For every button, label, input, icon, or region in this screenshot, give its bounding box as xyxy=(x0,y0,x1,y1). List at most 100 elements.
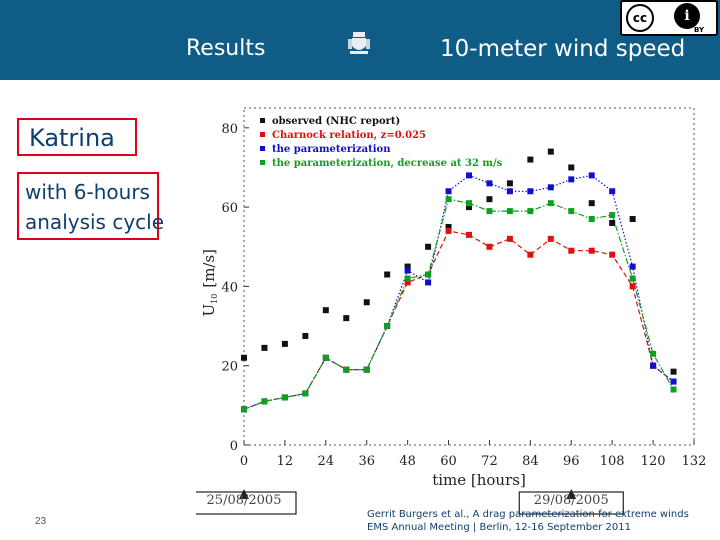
y-tick-label: 0 xyxy=(230,439,238,454)
series-3-point xyxy=(281,394,288,401)
series-3-point xyxy=(445,196,452,203)
x-tick-label: 108 xyxy=(600,454,625,469)
plot-frame xyxy=(243,107,695,446)
crest-icon xyxy=(348,32,370,54)
series-0-point xyxy=(384,271,391,278)
x-tick-label: 36 xyxy=(358,454,375,469)
series-3-point xyxy=(629,275,636,282)
x-axis-label: time [hours] xyxy=(432,471,526,489)
x-tick-label: 0 xyxy=(240,454,248,469)
series-3-point xyxy=(547,200,554,207)
series-1-point xyxy=(629,283,636,290)
series-3-point xyxy=(527,208,534,215)
legend-marker xyxy=(260,132,265,137)
x-tick-label: 120 xyxy=(641,454,666,469)
wind-speed-chart: 0 12 24 36 48 60 72 84 96 108 120 132 0 20 40 60 80 time … xyxy=(196,107,706,515)
x-tick-label: 12 xyxy=(277,454,294,469)
series-3-point xyxy=(506,208,513,215)
section-title: Results xyxy=(186,36,266,61)
legend-entry: Charnock relation, z=0.025 xyxy=(272,130,426,141)
series-0-point xyxy=(609,219,616,226)
series-1-point xyxy=(445,227,452,234)
x-tick-label: 60 xyxy=(440,454,457,469)
series-0-point xyxy=(241,354,247,361)
y-axis-label: U10 [m/s] xyxy=(200,249,219,317)
series-0-point xyxy=(404,263,411,270)
date-box xyxy=(518,491,624,515)
series-0-point xyxy=(506,180,513,187)
series-line-2 xyxy=(243,174,674,410)
series-2-point xyxy=(629,263,636,270)
series-3-point xyxy=(568,208,575,215)
series-3-point xyxy=(384,323,391,330)
series-3-point xyxy=(486,208,493,215)
series-3-point xyxy=(466,200,472,207)
series-1-point xyxy=(568,247,575,254)
series-line-3 xyxy=(243,198,675,410)
series-2-point xyxy=(527,188,534,195)
y-tick-label: 60 xyxy=(221,201,238,216)
series-2-point xyxy=(425,279,432,286)
cc-by-license-icon: cc i BY xyxy=(620,0,718,36)
series-0-point xyxy=(302,332,309,339)
legend-marker xyxy=(260,160,265,165)
series-0-point xyxy=(425,243,432,250)
series-1-point xyxy=(547,235,554,242)
x-tick-label: 84 xyxy=(522,454,539,469)
cycle-text-line2: analysis cycle xyxy=(25,210,165,234)
legend-marker xyxy=(260,146,265,151)
series-2-point xyxy=(650,362,657,369)
series-0-point xyxy=(445,223,452,230)
series-3-point xyxy=(588,216,595,223)
x-tick-label: 72 xyxy=(481,454,498,469)
series-0-point xyxy=(486,196,493,203)
credit-line2: EMS Annual Meeting | Berlin, 12-16 Septe… xyxy=(367,522,631,533)
x-tick-label: 24 xyxy=(318,454,335,469)
x-tick-label: 96 xyxy=(563,454,580,469)
storm-name-box: Katrina xyxy=(17,118,137,156)
series-0-point xyxy=(670,368,677,375)
series-2-point xyxy=(547,184,554,191)
series-3-point xyxy=(302,390,309,397)
series-3-point xyxy=(241,406,247,413)
date-arrow-head xyxy=(566,489,577,499)
series-3-point xyxy=(650,350,657,357)
series-2-point xyxy=(588,172,595,179)
series-3-point xyxy=(343,366,350,373)
series-2-point xyxy=(670,378,677,385)
series-3-point xyxy=(404,275,411,282)
slide-title: 10-meter wind speed xyxy=(440,36,686,62)
series-1-point xyxy=(404,279,411,286)
date-label: 29/08/2005 xyxy=(534,493,609,508)
series-1-point xyxy=(486,243,493,250)
series-0-point xyxy=(261,344,268,351)
series-2-point xyxy=(486,180,493,187)
legend-entry: the parameterization, decrease at 32 m/s xyxy=(272,158,503,169)
y-tick-label: 80 xyxy=(221,122,238,137)
series-0-point xyxy=(629,216,636,223)
series-1-point xyxy=(527,251,534,258)
series-3-point xyxy=(425,271,432,278)
y-axis-unit: [m/s] xyxy=(200,249,218,288)
series-3-point xyxy=(322,354,329,361)
series-1-point xyxy=(609,251,616,258)
y-tick-label: 20 xyxy=(221,360,238,375)
legend-marker xyxy=(260,118,265,123)
date-arrow-head xyxy=(239,489,249,499)
credit-line1: Gerrit Burgers et al., A drag parameteri… xyxy=(367,509,689,520)
series-2-point xyxy=(404,267,411,274)
y-tick-label: 40 xyxy=(221,280,238,295)
cycle-text-line1: with 6-hours xyxy=(25,180,150,204)
series-0-point xyxy=(343,315,350,322)
series-0-point xyxy=(588,200,595,207)
series-2-point xyxy=(609,188,616,195)
series-3-point xyxy=(363,366,370,373)
series-1-point xyxy=(466,231,472,238)
x-tick-label: 132 xyxy=(682,454,706,469)
series-0-point xyxy=(466,204,472,211)
series-2-point xyxy=(445,188,452,195)
series-0-point xyxy=(568,164,575,171)
header-bar: Results 10-meter wind speed cc i BY xyxy=(0,0,720,80)
series-2-point xyxy=(466,172,472,179)
series-2-point xyxy=(506,188,513,195)
